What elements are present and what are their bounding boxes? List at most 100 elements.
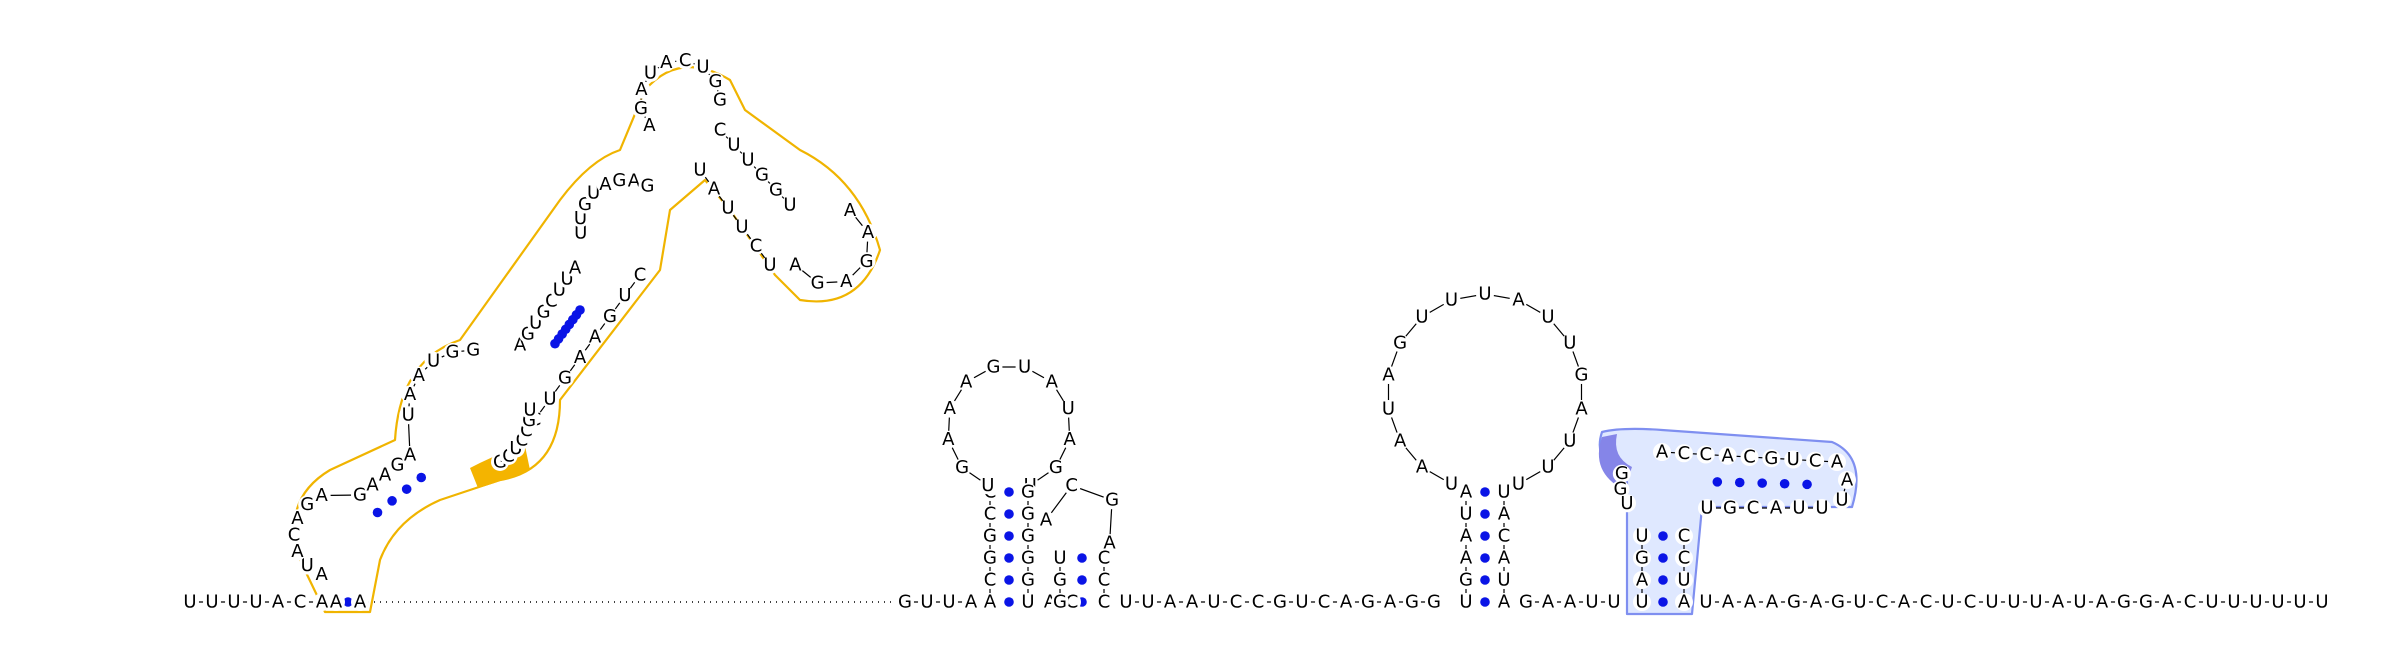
nucleotide: G bbox=[1021, 570, 1035, 591]
nucleotide-mask bbox=[1633, 527, 1651, 545]
base-pair-dot bbox=[1004, 597, 1014, 607]
nucleotide-mask bbox=[918, 593, 936, 611]
nucleotide: A bbox=[599, 174, 612, 195]
nucleotide-mask bbox=[1917, 593, 1935, 611]
nucleotide-mask bbox=[984, 357, 1003, 376]
nucleotide-mask bbox=[1718, 446, 1737, 465]
nucleotide: A bbox=[1103, 533, 1116, 554]
nucleotide-mask bbox=[1359, 593, 1377, 611]
nucleotide-mask bbox=[1633, 549, 1651, 567]
nucleotide: G bbox=[1053, 570, 1067, 591]
nucleotide: A bbox=[379, 465, 392, 486]
nucleotide: A bbox=[844, 200, 857, 221]
nucleotide-mask bbox=[2269, 593, 2287, 611]
nucleotide: G bbox=[1053, 592, 1067, 613]
nucleotide: U bbox=[1541, 306, 1554, 327]
nucleotide: A bbox=[789, 255, 802, 276]
nucleotide: A bbox=[1384, 592, 1397, 613]
nucleotide: A bbox=[1542, 592, 1555, 613]
nucleotide: C bbox=[1230, 592, 1243, 613]
nucleotide: A bbox=[354, 592, 367, 613]
nucleotide-mask bbox=[288, 509, 307, 528]
nucleotide-mask bbox=[747, 237, 765, 255]
nucleotide-mask bbox=[1495, 527, 1513, 545]
base-pair-dot bbox=[1658, 553, 1668, 563]
nucleotide-mask bbox=[1697, 593, 1715, 611]
nucleotide: G bbox=[1615, 463, 1629, 484]
nucleotide: C bbox=[1098, 548, 1111, 569]
nucleotide: A bbox=[1564, 592, 1577, 613]
nucleotide: A bbox=[862, 222, 875, 243]
nucleotide-mask bbox=[711, 121, 729, 139]
nucleotide-mask bbox=[1806, 451, 1825, 470]
nucleotide-mask bbox=[711, 91, 729, 109]
nucleotide-mask bbox=[2203, 593, 2221, 611]
nucleotide-mask bbox=[2181, 593, 2199, 611]
nucleotide-mask bbox=[298, 495, 317, 514]
nucleotide: G bbox=[1764, 448, 1778, 469]
nucleotide-mask bbox=[940, 593, 958, 611]
nucleotide-mask bbox=[1633, 571, 1651, 589]
nucleotide-mask bbox=[363, 476, 382, 494]
nucleotide-mask bbox=[1719, 593, 1737, 611]
nucleotide: G bbox=[986, 356, 1000, 377]
nucleotide-mask bbox=[641, 63, 660, 82]
nucleotide: U bbox=[587, 182, 600, 203]
nucleotide-mask bbox=[1721, 499, 1739, 517]
nucleotide-mask bbox=[640, 116, 659, 135]
nucleotide-mask bbox=[1425, 593, 1443, 611]
nucleotide: C bbox=[714, 120, 727, 141]
nucleotide-mask bbox=[1583, 593, 1601, 611]
nucleotide: A bbox=[1512, 289, 1525, 310]
nucleotide-mask bbox=[376, 466, 394, 484]
nucleotide: A bbox=[2162, 592, 2175, 613]
nucleotide-mask bbox=[781, 196, 799, 214]
nucleotide-mask bbox=[1828, 453, 1846, 471]
nucleotide: A bbox=[2052, 592, 2065, 613]
nucleotide: U bbox=[1563, 431, 1576, 452]
nucleotide: A bbox=[1770, 498, 1783, 519]
nucleotide: A bbox=[366, 475, 379, 496]
nucleotide: C bbox=[1098, 570, 1111, 591]
nucleotide: G bbox=[1393, 333, 1407, 354]
nucleotide-mask bbox=[1741, 593, 1759, 611]
nucleotide: A bbox=[1810, 592, 1823, 613]
nucleotide: U bbox=[981, 475, 994, 496]
nucleotide: C bbox=[1065, 475, 1078, 496]
nucleotide: C bbox=[1964, 592, 1977, 613]
nucleotide: U bbox=[920, 592, 933, 613]
nucleotide: U bbox=[205, 592, 218, 613]
nucleotide: A bbox=[635, 79, 648, 100]
nucleotide: G bbox=[1361, 592, 1375, 613]
nucleotide-mask bbox=[1095, 571, 1113, 589]
nucleotide-mask bbox=[1060, 430, 1079, 449]
nucleotide: G bbox=[634, 98, 648, 119]
nucleotide-mask bbox=[1509, 475, 1528, 494]
base-pair-dot bbox=[1480, 597, 1490, 607]
nucleotide-mask bbox=[1051, 549, 1069, 567]
nucleotide-mask bbox=[1538, 307, 1557, 326]
nucleotide: U bbox=[696, 57, 709, 78]
nucleotide-mask bbox=[1103, 491, 1122, 510]
nucleotide-mask bbox=[1019, 593, 1037, 611]
nucleotide-mask bbox=[2291, 593, 2309, 611]
nucleotide: U bbox=[1295, 592, 1308, 613]
nucleotide-mask bbox=[1696, 445, 1715, 464]
nucleotide: C bbox=[679, 50, 692, 71]
nucleotide-mask bbox=[464, 341, 483, 360]
nucleotide-mask bbox=[896, 593, 914, 611]
nucleotide-mask bbox=[269, 593, 287, 611]
nucleotide-mask bbox=[624, 171, 643, 190]
nucleotide-mask bbox=[2027, 593, 2045, 611]
nucleotide: A bbox=[1460, 548, 1473, 569]
nucleotide-mask bbox=[409, 366, 428, 385]
nucleotide: C bbox=[1678, 526, 1691, 547]
nucleotide: G bbox=[466, 340, 480, 361]
nucleotide: U bbox=[227, 592, 240, 613]
nucleotide-mask bbox=[424, 351, 443, 370]
nucleotide: G bbox=[983, 526, 997, 547]
nucleotide: U bbox=[1700, 498, 1713, 519]
nucleotide-mask bbox=[443, 343, 462, 362]
nucleotide: A bbox=[1046, 372, 1059, 393]
nucleotide: A bbox=[1186, 592, 1199, 613]
